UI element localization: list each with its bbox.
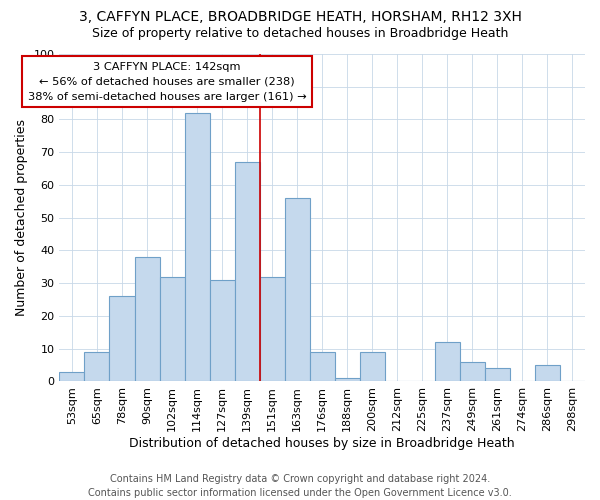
Bar	[360, 352, 385, 382]
Bar	[310, 352, 335, 382]
Bar	[535, 365, 560, 382]
Bar	[59, 372, 85, 382]
Bar	[235, 162, 260, 382]
Bar	[485, 368, 510, 382]
Bar	[185, 113, 209, 382]
Bar	[435, 342, 460, 382]
Bar	[109, 296, 134, 382]
Bar	[134, 257, 160, 382]
Bar	[335, 378, 360, 382]
Bar	[160, 276, 185, 382]
Text: Size of property relative to detached houses in Broadbridge Heath: Size of property relative to detached ho…	[92, 28, 508, 40]
Y-axis label: Number of detached properties: Number of detached properties	[15, 119, 28, 316]
Bar	[460, 362, 485, 382]
Text: 3 CAFFYN PLACE: 142sqm
← 56% of detached houses are smaller (238)
38% of semi-de: 3 CAFFYN PLACE: 142sqm ← 56% of detached…	[28, 62, 307, 102]
Bar	[260, 276, 284, 382]
Bar	[284, 198, 310, 382]
Text: Contains HM Land Registry data © Crown copyright and database right 2024.
Contai: Contains HM Land Registry data © Crown c…	[88, 474, 512, 498]
X-axis label: Distribution of detached houses by size in Broadbridge Heath: Distribution of detached houses by size …	[130, 437, 515, 450]
Bar	[85, 352, 109, 382]
Bar	[209, 280, 235, 382]
Text: 3, CAFFYN PLACE, BROADBRIDGE HEATH, HORSHAM, RH12 3XH: 3, CAFFYN PLACE, BROADBRIDGE HEATH, HORS…	[79, 10, 521, 24]
